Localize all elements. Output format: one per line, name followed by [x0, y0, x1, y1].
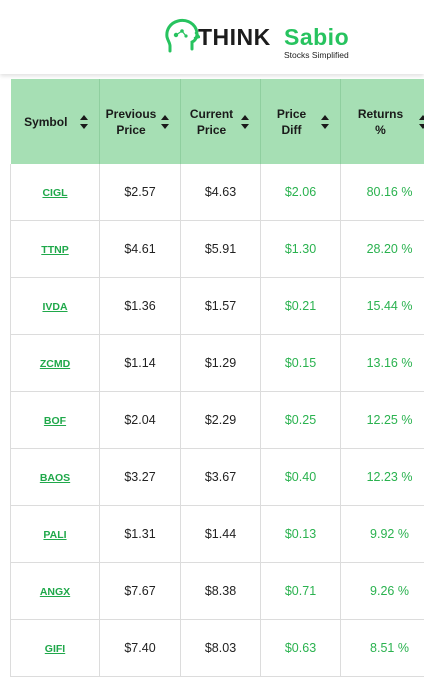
sort-icon[interactable]	[240, 114, 250, 130]
symbol-cell: PALI	[10, 505, 100, 563]
table-row: TTNP $4.61 $5.91 $1.30 28.20 %	[10, 220, 424, 278]
current-price-cell: $5.91	[180, 220, 261, 278]
current-price-cell: $8.38	[180, 562, 261, 620]
previous-price-cell: $4.61	[99, 220, 181, 278]
symbol-link[interactable]: ZCMD	[39, 358, 71, 370]
sort-icon[interactable]	[79, 114, 89, 130]
previous-price-cell: $1.14	[99, 334, 181, 392]
returns-cell: 28.20 %	[340, 220, 424, 278]
previous-price-cell: $2.57	[99, 164, 181, 221]
price-diff-cell: $0.25	[260, 391, 341, 449]
symbol-link[interactable]: ANGX	[39, 586, 71, 598]
brand-sabio: Sabio	[284, 24, 350, 50]
header-label: Price	[276, 106, 307, 121]
current-price-cell: $1.44	[180, 505, 261, 563]
price-diff-cell: $0.63	[260, 619, 341, 677]
header-label: %	[375, 122, 386, 137]
header-label: Returns	[357, 106, 404, 121]
table-row: BAOS $3.27 $3.67 $0.40 12.23 %	[10, 448, 424, 506]
returns-table-container: Symbol Previous Price Current Price Price D…	[10, 79, 424, 680]
symbol-link[interactable]: TTNP	[41, 244, 69, 256]
price-diff-cell: $0.71	[260, 562, 341, 620]
previous-price-cell: $2.04	[99, 391, 181, 449]
returns-cell: 13.16 %	[340, 334, 424, 392]
current-price-cell: $1.29	[180, 334, 261, 392]
symbol-cell: BOF	[10, 391, 100, 449]
header-label: Price	[116, 122, 146, 137]
returns-cell: 9.92 %	[340, 505, 424, 563]
returns-table: Symbol Previous Price Current Price Price D…	[10, 79, 424, 677]
symbol-cell: TTNP	[10, 220, 100, 278]
symbol-link[interactable]: BOF	[43, 415, 67, 427]
header-label: Symbol	[24, 114, 68, 129]
symbol-cell: ZCMD	[10, 334, 100, 392]
returns-cell: 80.16 %	[340, 164, 424, 221]
table-row: PALI $1.31 $1.44 $0.13 9.92 %	[10, 505, 424, 563]
thinksabio-logo[interactable]: THINK Sabio Stocks Simplified	[162, 16, 367, 62]
previous-price-cell: $1.31	[99, 505, 181, 563]
sort-icon[interactable]	[320, 114, 330, 130]
symbol-cell: ANGX	[10, 562, 100, 620]
sort-icon[interactable]	[418, 114, 424, 130]
returns-cell: 12.25 %	[340, 391, 424, 449]
returns-cell: 12.23 %	[340, 448, 424, 506]
head-profile-icon	[165, 18, 200, 53]
column-header-symbol[interactable]: Symbol	[10, 79, 100, 164]
table-row: ANGX $7.67 $8.38 $0.71 9.26 %	[10, 562, 424, 620]
returns-cell: 9.26 %	[340, 562, 424, 620]
price-diff-cell: $0.21	[260, 277, 341, 335]
current-price-cell: $1.57	[180, 277, 261, 335]
table-row: BOF $2.04 $2.29 $0.25 12.25 %	[10, 391, 424, 449]
symbol-link[interactable]: BAOS	[39, 472, 71, 484]
header-label: Diff	[281, 122, 302, 137]
table-header-row: Symbol Previous Price Current Price Price D…	[10, 79, 424, 164]
current-price-cell: $4.63	[180, 164, 261, 221]
symbol-link[interactable]: IVDA	[42, 301, 68, 313]
returns-cell: 15.44 %	[340, 277, 424, 335]
column-header-previous-price[interactable]: Previous Price	[99, 79, 181, 164]
table-row: IVDA $1.36 $1.57 $0.21 15.44 %	[10, 277, 424, 335]
returns-cell: 8.51 %	[340, 619, 424, 677]
previous-price-cell: $7.67	[99, 562, 181, 620]
previous-price-cell: $1.36	[99, 277, 181, 335]
symbol-cell: BAOS	[10, 448, 100, 506]
previous-price-cell: $3.27	[99, 448, 181, 506]
column-header-returns[interactable]: Returns%	[340, 79, 424, 164]
sort-icon[interactable]	[160, 114, 170, 130]
table-row: ZCMD $1.14 $1.29 $0.15 13.16 %	[10, 334, 424, 392]
price-diff-cell: $0.40	[260, 448, 341, 506]
header-label: Previous	[105, 106, 157, 121]
symbol-link[interactable]: CIGL	[42, 187, 68, 199]
symbol-link[interactable]: PALI	[43, 529, 67, 541]
table-row: CIGL $2.57 $4.63 $2.06 80.16 %	[10, 164, 424, 221]
header-label: Price	[196, 122, 227, 137]
symbol-cell: IVDA	[10, 277, 100, 335]
app-header: THINK Sabio Stocks Simplified	[0, 0, 424, 74]
column-header-price-diff[interactable]: Price Diff	[260, 79, 341, 164]
brand-tagline: Stocks Simplified	[284, 50, 349, 60]
column-header-current-price[interactable]: Current Price	[180, 79, 261, 164]
symbol-link[interactable]: GIFI	[44, 643, 66, 655]
previous-price-cell: $7.40	[99, 619, 181, 677]
table-row: GIFI $7.40 $8.03 $0.63 8.51 %	[10, 619, 424, 677]
price-diff-cell: $0.13	[260, 505, 341, 563]
current-price-cell: $8.03	[180, 619, 261, 677]
current-price-cell: $3.67	[180, 448, 261, 506]
brand-think: THINK	[198, 24, 271, 50]
header-label: Current	[189, 106, 234, 121]
price-diff-cell: $1.30	[260, 220, 341, 278]
current-price-cell: $2.29	[180, 391, 261, 449]
price-diff-cell: $0.15	[260, 334, 341, 392]
symbol-cell: GIFI	[10, 619, 100, 677]
price-diff-cell: $2.06	[260, 164, 341, 221]
symbol-cell: CIGL	[10, 164, 100, 221]
